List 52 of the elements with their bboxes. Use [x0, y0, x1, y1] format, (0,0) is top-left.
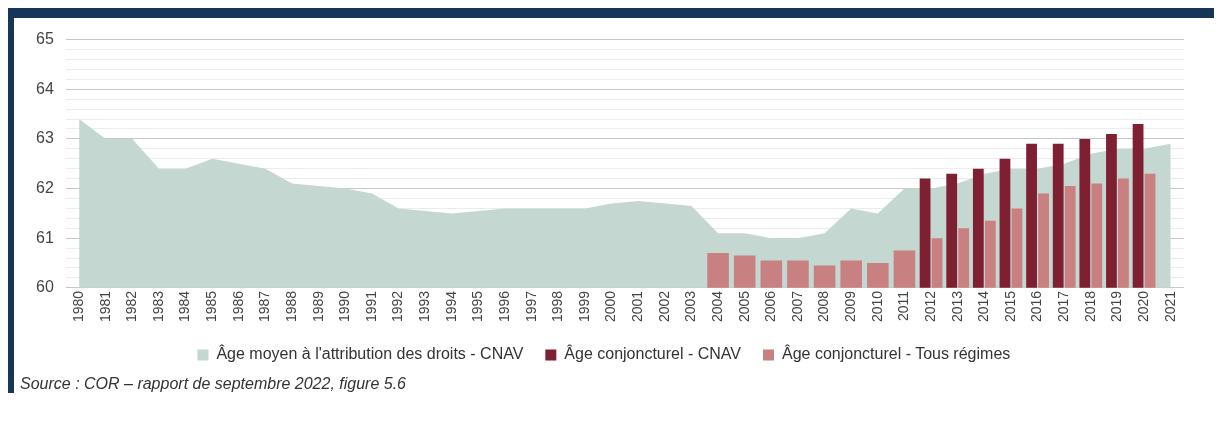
x-tick-label: 2013: [948, 290, 965, 323]
x-tick-label: 2014: [975, 290, 992, 323]
x-tick-label: 1999: [575, 290, 592, 323]
x-tick-label: 2001: [629, 290, 646, 323]
x-tick-label: 1990: [336, 290, 353, 323]
y-tick-label: 60: [36, 278, 54, 296]
x-tick-label: 2005: [735, 290, 752, 323]
x-tick-label: 2004: [708, 290, 725, 323]
legend-label: Âge conjoncturel - CNAV: [564, 344, 742, 363]
x-tick-label: 1988: [282, 290, 299, 323]
x-tick-label: 1981: [96, 290, 113, 323]
x-tick-label: 2011: [895, 290, 912, 321]
x-tick-label: 1980: [69, 290, 86, 323]
x-tick-label: 2006: [762, 290, 779, 323]
x-tick-label: 2007: [788, 290, 805, 323]
x-tick-label: 1991: [362, 290, 379, 323]
y-tick-label: 64: [36, 79, 54, 97]
x-tick-label: 2020: [1134, 290, 1151, 323]
x-tick-label: 1998: [549, 290, 566, 323]
x-tick-label: 1986: [229, 290, 246, 323]
y-tick-label: 65: [36, 30, 54, 48]
y-tick-label: 61: [36, 228, 54, 246]
x-tick-label: 2012: [921, 290, 938, 323]
x-tick-label: 2009: [842, 290, 859, 323]
x-tick-label: 2019: [1108, 290, 1125, 323]
x-tick-label: 1993: [416, 290, 433, 323]
x-tick-label: 1987: [256, 290, 273, 323]
x-tick-label: 1982: [123, 290, 140, 323]
y-tick-label: 62: [36, 178, 54, 196]
x-tick-label: 1994: [442, 290, 459, 323]
y-tick-label: 63: [36, 129, 54, 147]
x-tick-label: 2021: [1161, 290, 1178, 323]
x-tick-label: 1992: [389, 290, 406, 323]
x-tick-label: 2008: [815, 290, 832, 323]
legend-label: Âge conjoncturel - Tous régimes: [782, 344, 1011, 363]
x-tick-label: 1985: [203, 290, 220, 323]
legend-label: Âge moyen à l'attribution des droits - CNAV: [216, 344, 524, 363]
x-tick-label: 2016: [1028, 290, 1045, 323]
x-tick-label: 2010: [868, 290, 885, 323]
x-tick-label: 2002: [655, 290, 672, 323]
x-tick-label: 2015: [1001, 290, 1018, 323]
x-tick-label: 1995: [469, 290, 486, 323]
x-tick-label: 1989: [309, 290, 326, 323]
x-tick-label: 1984: [176, 290, 193, 323]
x-tick-label: 2017: [1055, 290, 1072, 323]
x-tick-label: 1983: [149, 290, 166, 323]
x-tick-label: 2000: [602, 290, 619, 323]
x-tick-label: 2003: [682, 290, 699, 323]
source-note: Source : COR – rapport de septembre 2022, figure 5.6: [19, 374, 407, 393]
x-tick-label: 1997: [522, 290, 539, 323]
x-tick-label: 1996: [495, 290, 512, 323]
x-tick-label: 2018: [1081, 290, 1098, 323]
